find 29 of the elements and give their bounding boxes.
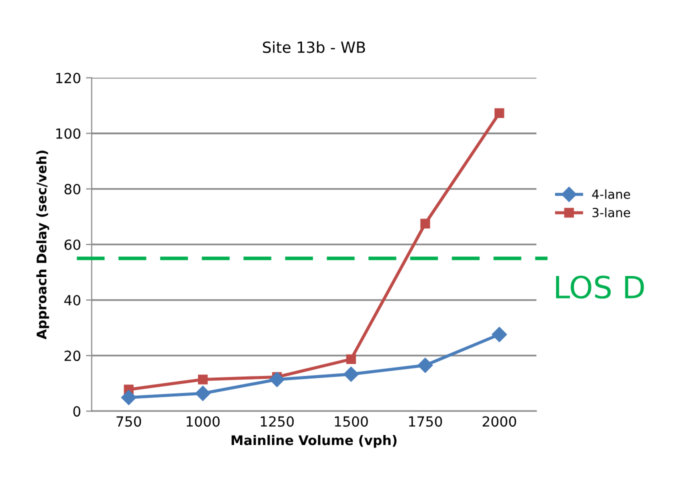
point bbox=[198, 374, 208, 384]
point bbox=[344, 366, 359, 382]
y-tick-label: 120 bbox=[56, 72, 80, 84]
legend-label: 4-lane bbox=[592, 189, 630, 199]
ref-line-label: LOS D bbox=[556, 276, 644, 299]
y-tick-label: 20 bbox=[64, 350, 80, 362]
point bbox=[269, 372, 285, 388]
chart-title: Site 13b - WB bbox=[262, 41, 366, 54]
x-tick-label: 1500 bbox=[334, 416, 368, 427]
y-tick-label: 0 bbox=[73, 406, 80, 417]
point bbox=[494, 108, 504, 118]
x-tick-label: 1750 bbox=[409, 416, 442, 427]
y-tick-label: 80 bbox=[64, 184, 80, 194]
x-tick-label: 2000 bbox=[482, 416, 516, 427]
y-tick-label: 40 bbox=[64, 294, 80, 306]
point bbox=[195, 386, 210, 401]
x-tick-label: 1250 bbox=[260, 416, 294, 427]
x-tick-label: 750 bbox=[116, 416, 142, 427]
x-tick-label: 1000 bbox=[186, 416, 220, 427]
point bbox=[121, 390, 136, 406]
y-tick-label: 60 bbox=[64, 239, 80, 250]
y-axis-title: Approach Delay (sec/veh) bbox=[36, 150, 50, 340]
y-tick-label: 100 bbox=[56, 128, 80, 139]
x-axis-title: Mainline Volume (vph) bbox=[232, 434, 396, 448]
legend-label: 3-lane bbox=[592, 208, 630, 218]
point bbox=[420, 218, 430, 229]
point bbox=[492, 326, 507, 342]
point bbox=[418, 358, 433, 373]
point bbox=[346, 354, 356, 364]
